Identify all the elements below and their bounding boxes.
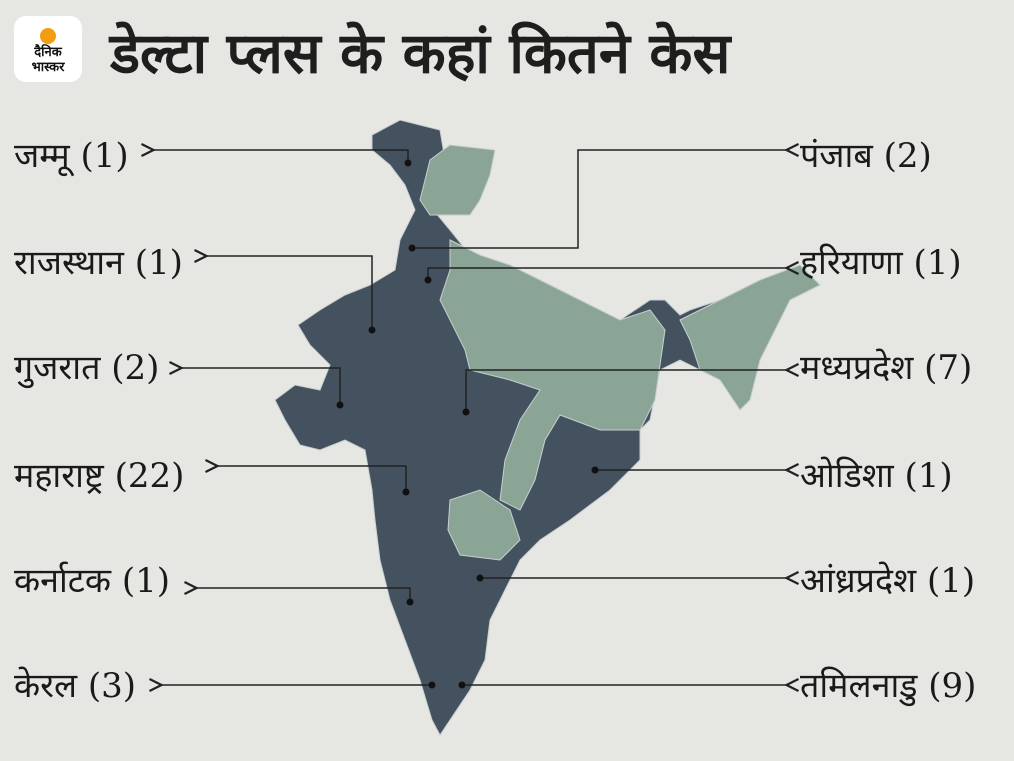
state-label: आंध्रप्रदेश (1) xyxy=(800,561,975,601)
dot xyxy=(458,681,466,689)
state-label: कर्नाटक (1) xyxy=(14,561,170,601)
state-label: हरियाणा (1) xyxy=(800,243,962,283)
region-northeast xyxy=(679,264,821,411)
dot xyxy=(404,159,412,167)
connector xyxy=(152,150,409,163)
connector xyxy=(427,268,788,280)
logo-line2: भास्कर xyxy=(32,60,66,75)
dot xyxy=(428,681,436,689)
state-label: पंजाब (2) xyxy=(800,136,932,176)
region-telangana xyxy=(447,489,521,561)
title: डेल्टा प्लस के कहां कितने केस xyxy=(108,21,732,87)
state-label: मध्यप्रदेश (7) xyxy=(800,348,972,388)
connector xyxy=(216,466,407,492)
state-label: तमिलनाडु (9) xyxy=(800,666,976,707)
state-label: केरल (3) xyxy=(14,666,136,706)
logo: दैनिक भास्कर xyxy=(14,16,82,82)
logo-line1: दैनिक xyxy=(33,44,62,60)
state-label: राजस्थान (1) xyxy=(14,243,183,283)
dot xyxy=(402,488,410,496)
state-label: ओडिशा (1) xyxy=(800,456,953,496)
connector xyxy=(195,588,411,602)
dot xyxy=(462,408,470,416)
connector xyxy=(412,150,788,249)
logo-box xyxy=(14,16,82,82)
logo-sun xyxy=(40,28,56,44)
region-north-hills xyxy=(419,144,496,216)
connector xyxy=(205,256,373,330)
dot xyxy=(406,598,414,606)
dot xyxy=(591,466,599,474)
state-label: गुजरात (2) xyxy=(14,348,159,389)
left-labels: जम्मू (1) राजस्थान (1) गुजरात (2) महाराष… xyxy=(14,136,184,706)
region-gangetic xyxy=(439,239,666,511)
left-connectors xyxy=(152,150,432,685)
right-labels: पंजाब (2) हरियाणा (1) मध्यप्रदेश (7) ओडि… xyxy=(800,136,976,707)
map xyxy=(274,119,821,736)
right-connectors xyxy=(412,150,788,685)
dot xyxy=(408,244,416,252)
state-dots xyxy=(336,159,599,689)
connector xyxy=(180,368,341,405)
dot xyxy=(476,574,484,582)
state-label: महाराष्ट्र (22) xyxy=(14,456,184,496)
dot xyxy=(424,276,432,284)
state-label: जम्मू (1) xyxy=(14,136,129,177)
connector xyxy=(465,370,788,412)
dot xyxy=(368,326,376,334)
dot xyxy=(336,401,344,409)
